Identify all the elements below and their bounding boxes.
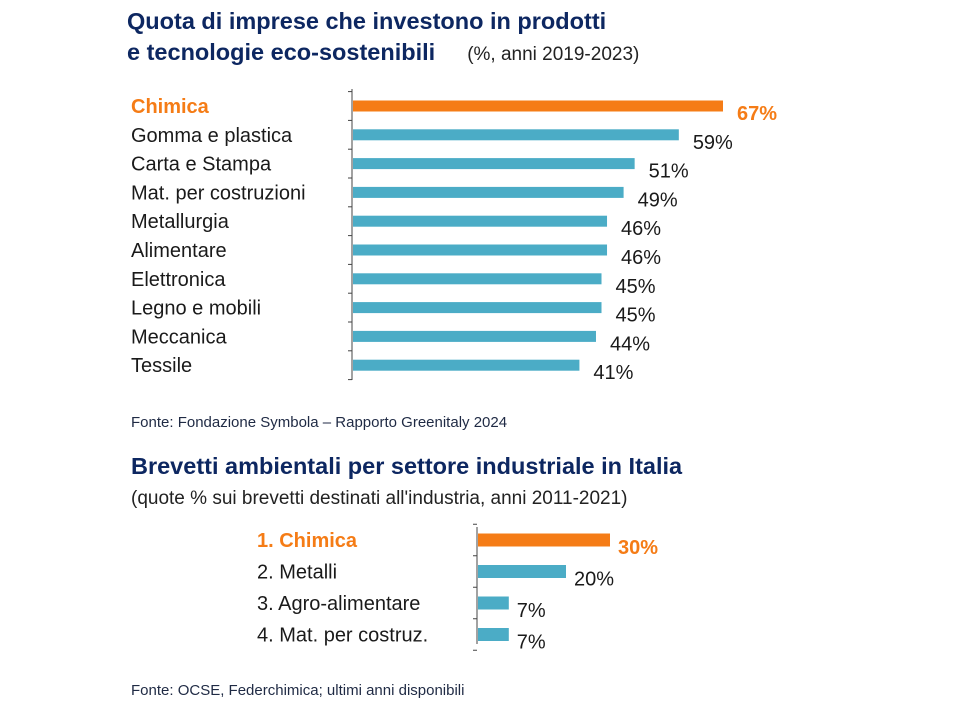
- chart2-subtitle: (quote % sui brevetti destinati all'indu…: [131, 488, 628, 509]
- chart2-category-label: 3. Agro-alimentare: [257, 593, 420, 615]
- chart2-value-label: 7%: [517, 600, 546, 622]
- chart1-bar: [353, 244, 608, 256]
- chart2-value-label: 30%: [618, 537, 658, 559]
- chart2-value-label: 20%: [574, 569, 614, 591]
- chart1-bar: [353, 186, 624, 198]
- chart1-bar: [353, 359, 580, 371]
- chart1-category-label: Metallurgia: [131, 211, 230, 233]
- chart1-value-label: 46%: [621, 247, 661, 269]
- chart1-bar: [353, 129, 679, 141]
- chart1-bar: [353, 302, 602, 314]
- chart1-value-label: 49%: [638, 189, 678, 211]
- chart1-value-label: 51%: [649, 161, 689, 183]
- chart1-category-label: Gomma e plastica: [131, 125, 293, 147]
- chart1-category-label: Legno e mobili: [131, 298, 261, 320]
- chart1-category-label: Elettronica: [131, 269, 226, 291]
- chart1-category-label: Meccanica: [131, 326, 227, 348]
- chart1-category-label: Mat. per costruzioni: [131, 182, 306, 204]
- chart2-category-label: 4. Mat. per costruz.: [257, 625, 428, 647]
- chart1-bar: [353, 215, 608, 227]
- chart1-bar: [353, 273, 602, 285]
- chart1-subtitle: (%, anni 2019-2023): [467, 44, 640, 65]
- chart1-bar: [353, 158, 635, 170]
- chart2-bar: [478, 565, 566, 578]
- chart1-title: Quota di imprese che investono in prodot…: [127, 6, 927, 70]
- chart1-value-label: 46%: [621, 218, 661, 240]
- chart1-value-label: 44%: [610, 333, 650, 355]
- chart1-bar: [353, 100, 723, 112]
- chart1-category-label: Chimica: [131, 96, 210, 118]
- chart1-value-label: 67%: [737, 103, 777, 125]
- chart1-title-line2: e tecnologie eco-sostenibili: [127, 39, 436, 65]
- chart1-category-label: Tessile: [131, 355, 192, 377]
- chart2-title: Brevetti ambientali per settore industri…: [131, 453, 683, 479]
- chart2-bar: [478, 596, 509, 610]
- chart2-category-label: 1. Chimica: [257, 530, 358, 552]
- chart1-category-label: Carta e Stampa: [131, 154, 272, 176]
- chart2-bar: [478, 628, 509, 641]
- chart1-value-label: 45%: [616, 305, 656, 327]
- chart1-value-label: 45%: [616, 276, 656, 298]
- chart2-value-label: 7%: [517, 632, 546, 654]
- chart1-value-label: 41%: [593, 362, 633, 384]
- chart2-category-label: 2. Metalli: [257, 562, 337, 584]
- chart1-value-label: 59%: [693, 132, 733, 154]
- chart1-category-label: Alimentare: [131, 240, 227, 262]
- chart2-bar: [478, 533, 610, 547]
- chart2-source: Fonte: OCSE, Federchimica; ultimi anni d…: [131, 682, 465, 699]
- chart1-title-line1: Quota di imprese che investono in prodot…: [127, 8, 607, 34]
- chart1-bar: [353, 330, 596, 342]
- chart1-source: Fonte: Fondazione Symbola – Rapporto Gre…: [131, 414, 508, 431]
